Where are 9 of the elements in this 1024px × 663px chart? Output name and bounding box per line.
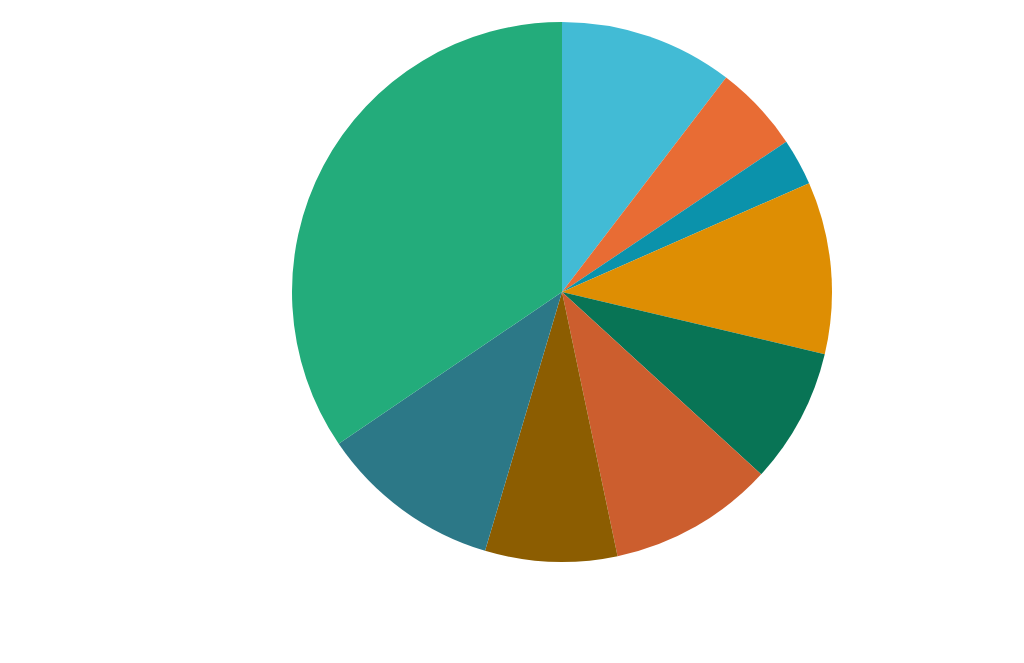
pie-slice	[562, 22, 727, 292]
pie-slice	[562, 292, 825, 475]
pie-slice	[562, 77, 787, 292]
pie-slice	[562, 141, 810, 292]
pie-slice	[292, 22, 562, 444]
pie-slice	[338, 292, 562, 551]
pie-slice	[562, 292, 762, 557]
pie-slice	[562, 183, 832, 355]
pie-slice	[485, 292, 618, 562]
